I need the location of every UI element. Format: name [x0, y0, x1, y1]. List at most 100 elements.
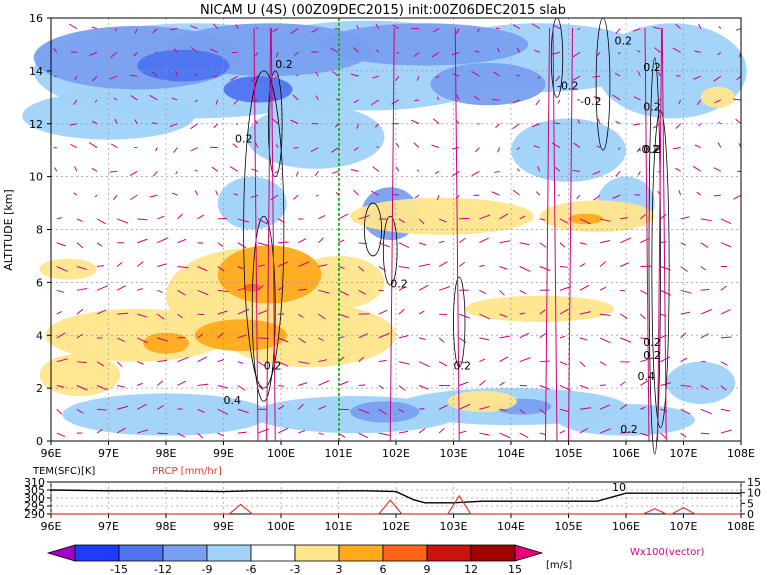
wind-vector — [551, 142, 561, 148]
wind-vector — [358, 289, 367, 295]
y-tick-label: 14 — [29, 65, 43, 78]
wind-vector — [632, 123, 641, 126]
wind-vector — [197, 289, 209, 296]
wind-vector — [533, 145, 540, 149]
surface-x-tick-label: 99E — [213, 520, 234, 533]
wind-vector — [371, 99, 380, 106]
wind-vector — [596, 145, 601, 148]
wind-vector — [109, 170, 118, 173]
wind-vector — [680, 332, 687, 339]
updraft-vector — [253, 27, 259, 442]
x-tick-label: 105E — [555, 447, 583, 460]
wind-vector — [74, 75, 78, 81]
wind-field-patch — [246, 105, 385, 169]
wind-vector — [675, 23, 681, 29]
wind-vector — [459, 381, 469, 386]
wind-vector — [436, 194, 440, 201]
wind-vector — [435, 75, 440, 79]
wind-vector — [293, 51, 299, 56]
x-tick-label: 107E — [670, 447, 698, 460]
wind-vector — [110, 143, 118, 148]
wind-vector — [479, 289, 487, 295]
wind-vector — [358, 356, 365, 363]
wind-vector — [157, 215, 165, 220]
wind-vector — [274, 170, 279, 174]
surface-x-axis: 96E 97E 98E 99E 100E 101E 102E 103E 104E 105E 106E… — [41, 514, 755, 533]
wind-vector — [197, 408, 205, 414]
wind-vector — [254, 52, 259, 57]
wind-vector — [458, 261, 466, 267]
updraft-vector — [568, 27, 573, 442]
wind-vector — [539, 360, 550, 363]
wind-vector — [438, 361, 448, 367]
wind-vector — [129, 74, 138, 77]
surface-x-tick-label: 96E — [41, 520, 62, 533]
wind-vector — [197, 383, 209, 386]
wind-vector — [416, 169, 420, 172]
wind-vector — [157, 432, 168, 435]
wind-vector — [137, 382, 143, 386]
wind-vector — [479, 313, 491, 320]
wind-vector — [350, 168, 359, 172]
wind-vector — [499, 335, 511, 339]
wind-vector — [612, 94, 621, 101]
wind-vector — [190, 147, 198, 152]
wind-vector — [519, 357, 531, 363]
wind-vector — [378, 408, 387, 415]
wind-vector — [358, 215, 370, 220]
wind-vector — [600, 239, 611, 244]
wind-vector — [96, 408, 107, 411]
wind-vector — [599, 261, 607, 267]
wind-vector — [531, 23, 541, 29]
contour-label: 0.4 — [224, 394, 242, 407]
wind-vector — [74, 166, 78, 172]
surface-x-tick-label: 107E — [670, 520, 698, 533]
wind-vector — [257, 309, 268, 315]
wind-vector — [233, 193, 239, 196]
wind-field-patch — [568, 213, 603, 225]
wind-vector — [597, 28, 601, 33]
wind-vector — [96, 309, 107, 315]
wind-vector — [557, 99, 561, 104]
wind-vector — [194, 190, 199, 196]
wind-vector — [491, 191, 500, 196]
wind-vector — [700, 333, 709, 339]
wind-vector — [519, 266, 531, 272]
wind-vector — [293, 194, 299, 200]
wind-vector — [512, 24, 520, 30]
wind-vector — [599, 428, 611, 434]
wind-vector — [94, 99, 98, 103]
contour-line — [453, 276, 466, 368]
wind-vector — [392, 24, 400, 30]
x-tick-label: 106E — [612, 447, 640, 460]
wind-vector — [640, 289, 648, 295]
wind-field-patch — [223, 303, 396, 367]
wind-vector — [438, 404, 448, 410]
wind-vector — [555, 75, 561, 82]
wind-vector — [237, 385, 246, 391]
wind-vector — [96, 218, 106, 225]
wind-vector — [318, 432, 324, 435]
wind-vector — [190, 123, 198, 130]
wind-vector — [237, 334, 247, 339]
wind-vector — [680, 357, 688, 363]
wind-vector — [592, 75, 601, 78]
wind-vector — [76, 333, 83, 339]
wind-vector — [217, 266, 225, 272]
wind-vector — [713, 75, 722, 82]
colorbar-label: 6 — [380, 563, 387, 575]
wind-vector — [353, 47, 359, 53]
contour-label: 0.2 — [643, 61, 661, 74]
wind-field-patch — [217, 176, 287, 230]
wind-vector — [579, 311, 591, 315]
wind-vector — [217, 242, 224, 247]
updraft-vector — [389, 27, 395, 442]
prcp-tick-label: 0 — [747, 508, 754, 521]
contour-label: -0.2 — [638, 143, 659, 156]
wind-vector — [680, 289, 692, 294]
wind-vector — [338, 289, 349, 296]
prcp-tick-label: 5 — [747, 497, 754, 510]
wind-vector — [378, 432, 390, 436]
wind-vector — [497, 147, 500, 153]
wind-vector — [559, 408, 570, 413]
